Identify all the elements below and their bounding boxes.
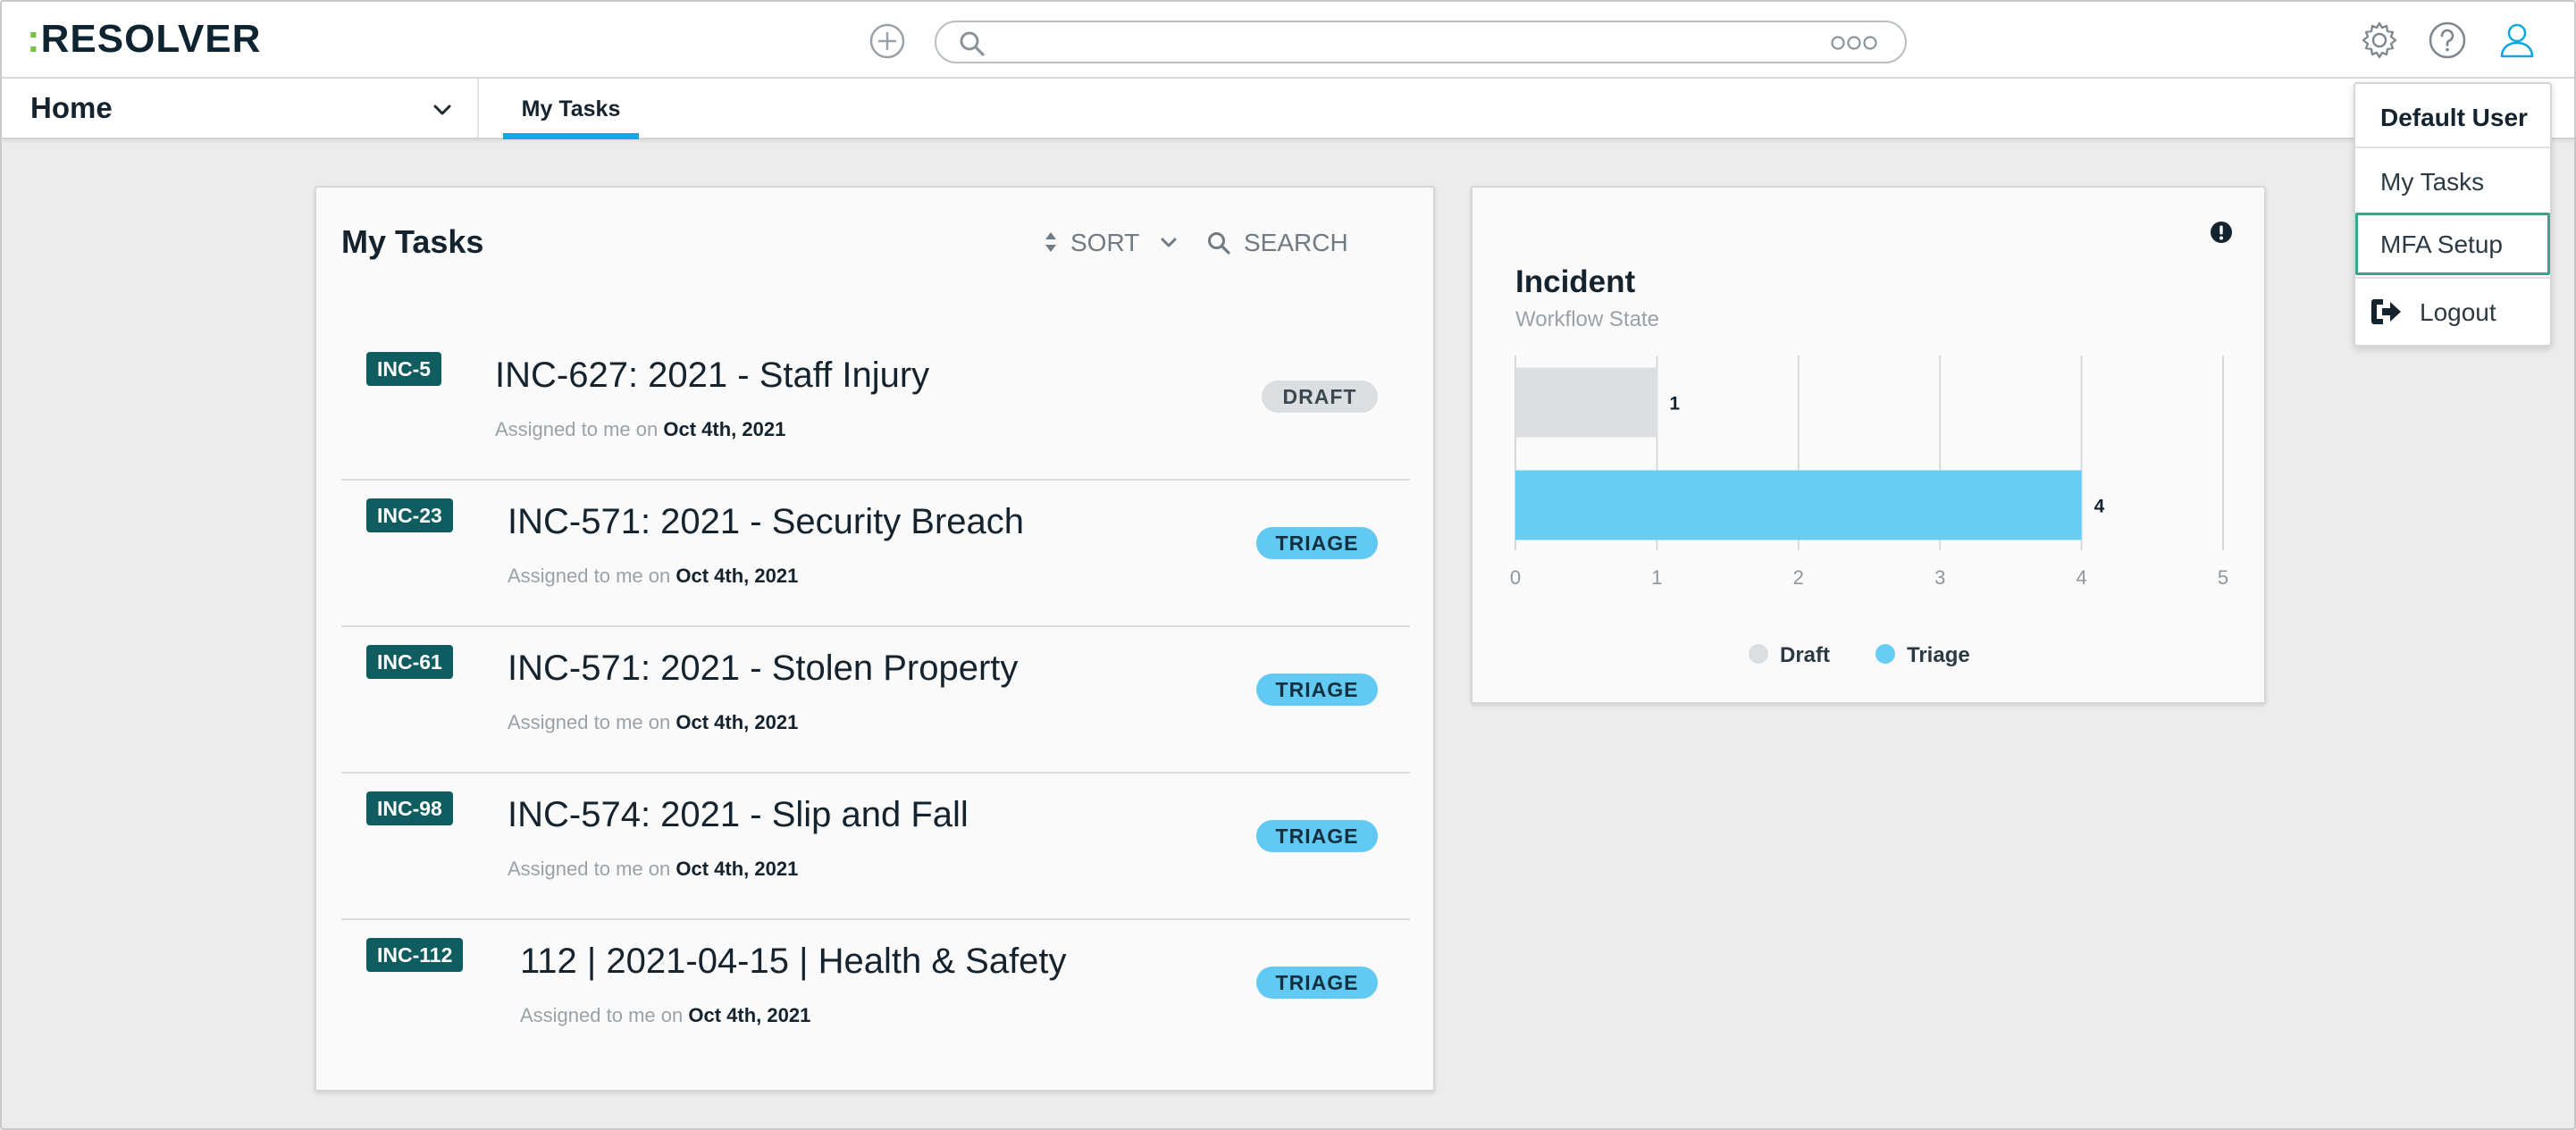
home-dropdown-label: Home [30,91,113,124]
chart-tick-label: 0 [1510,566,1521,589]
chart-bar-triage [1515,470,2082,540]
assigned-prefix: Assigned to me on [508,565,671,587]
status-badge: TRIAGE [1256,820,1378,852]
logo-text: RESOLVER [40,17,262,61]
user-icon[interactable] [2496,20,2538,61]
chart-tick-label: 2 [1793,566,1804,589]
incident-id-badge: INC-23 [366,498,453,532]
workspace-nav: Home My Tasks [2,79,2574,139]
task-row[interactable]: INC-61 INC-571: 2021 - Stolen Property A… [341,627,1410,774]
tab-my-tasks[interactable]: My Tasks [503,79,639,139]
task-row[interactable]: INC-98 INC-574: 2021 - Slip and Fall Ass… [341,774,1410,920]
task-row[interactable]: INC-112 112 | 2021-04-15 | Health & Safe… [341,920,1410,1067]
task-row[interactable]: INC-23 INC-571: 2021 - Security Breach A… [341,481,1410,627]
alert-info-icon[interactable] [2209,220,2234,245]
task-assigned-meta: Assigned to me on Oct 4th, 2021 [508,711,798,734]
status-badge: TRIAGE [1256,527,1378,559]
assigned-date: Oct 4th, 2021 [675,858,799,880]
active-tab-indicator [503,133,639,139]
more-options-icon[interactable] [1830,35,1878,51]
plus-circle-icon[interactable] [868,22,906,60]
chevron-down-icon [433,105,451,115]
logout-icon [2371,299,2401,324]
incident-id-badge: INC-98 [366,791,453,825]
task-title[interactable]: INC-571: 2021 - Stolen Property [508,649,1019,688]
menu-divider [2355,277,2550,279]
task-assigned-meta: Assigned to me on Oct 4th, 2021 [508,565,798,588]
assigned-prefix: Assigned to me on [520,1004,684,1026]
gear-icon[interactable] [2359,20,2400,61]
my-tasks-card: My Tasks SORT SEARCH INC-5 INC-627: 2021… [315,186,1435,1092]
menu-item-logout[interactable]: Logout [2355,280,2550,343]
chart-tick-label: 5 [2218,566,2228,589]
status-badge: TRIAGE [1256,674,1378,706]
chart-tick-label: 1 [1651,566,1662,589]
assigned-prefix: Assigned to me on [508,858,671,880]
tab-my-tasks-label: My Tasks [521,96,621,121]
menu-item-label: MFA Setup [2380,230,2503,258]
global-search-input[interactable] [999,28,1803,56]
help-icon[interactable] [2427,20,2468,61]
global-search-bar[interactable] [935,21,1907,63]
assigned-prefix: Assigned to me on [508,711,671,733]
legend-label-triage: Triage [1907,643,1970,667]
user-menu-dropdown: Default User My Tasks MFA Setup Logout [2354,82,2552,347]
chart-tick-label: 3 [1934,566,1945,589]
menu-item-label: Logout [2420,298,2496,326]
resolver-logo[interactable]: :RESOLVER [27,18,261,61]
task-title[interactable]: INC-571: 2021 - Security Breach [508,502,1025,541]
task-assigned-meta: Assigned to me on Oct 4th, 2021 [508,858,798,881]
incident-id-badge: INC-112 [366,938,464,972]
chart-title: Incident [1515,264,1636,299]
user-menu-header: Default User [2355,84,2550,148]
task-assigned-meta: Assigned to me on Oct 4th, 2021 [520,1004,810,1027]
chart-data-label: 4 [2094,497,2105,517]
legend-swatch-draft [1749,644,1768,664]
chart-data-label: 1 [1669,394,1680,414]
chart-tick-label: 4 [2076,566,2086,589]
legend-label-draft: Draft [1780,643,1830,667]
sort-label: SORT [1070,229,1140,256]
sort-arrows-icon [1045,232,1056,252]
menu-item-label: My Tasks [2380,168,2485,196]
workflow-state-bar-chart: 0 1 2 3 4 5 1 4 Draft Triage [1510,356,2228,667]
my-tasks-title: My Tasks [341,223,484,260]
legend-swatch-triage [1875,644,1895,664]
incident-id-badge: INC-5 [366,352,442,386]
incident-chart-card: Incident Workflow State 0 1 2 3 4 5 1 4 Draft Tri… [1471,186,2266,704]
task-title[interactable]: INC-627: 2021 - Staff Injury [495,356,930,395]
status-badge: DRAFT [1262,381,1378,413]
chart-bar-draft [1515,367,1657,438]
user-name: Default User [2380,104,2528,131]
search-tasks-label: SEARCH [1244,229,1348,256]
logo-dot: : [27,17,41,61]
task-row[interactable]: INC-5 INC-627: 2021 - Staff Injury Assig… [341,334,1410,481]
home-dropdown[interactable]: Home [2,79,479,138]
assigned-date: Oct 4th, 2021 [675,711,799,733]
assigned-date: Oct 4th, 2021 [663,418,786,440]
chevron-down-icon[interactable] [1158,234,1179,252]
chart-subtitle: Workflow State [1515,307,1659,331]
assigned-prefix: Assigned to me on [495,418,659,440]
search-icon [960,31,985,56]
assigned-date: Oct 4th, 2021 [688,1004,811,1026]
assigned-date: Oct 4th, 2021 [675,565,799,587]
task-title[interactable]: INC-574: 2021 - Slip and Fall [508,795,969,834]
menu-item-mfa-setup[interactable]: MFA Setup [2355,213,2550,275]
menu-item-my-tasks[interactable]: My Tasks [2355,150,2550,213]
status-badge: TRIAGE [1256,967,1378,999]
incident-id-badge: INC-61 [366,645,453,679]
task-title[interactable]: 112 | 2021-04-15 | Health & Safety [520,942,1067,981]
search-icon [1208,232,1230,255]
task-assigned-meta: Assigned to me on Oct 4th, 2021 [495,418,785,441]
top-bar: :RESOLVER [2,2,2574,79]
